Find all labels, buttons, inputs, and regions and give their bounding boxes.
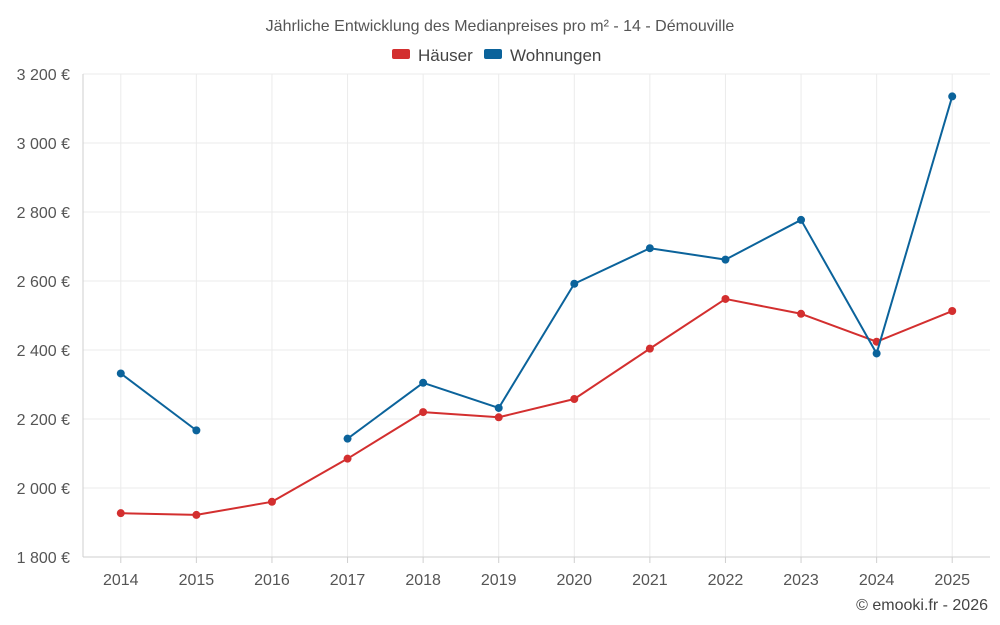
x-tick-label: 2020 <box>556 572 592 589</box>
data-point-haeuser[interactable] <box>948 307 957 316</box>
series-wohnungen <box>116 92 957 443</box>
data-point-haeuser[interactable] <box>570 394 579 403</box>
data-point-haeuser[interactable] <box>267 497 276 506</box>
data-point-wohnungen[interactable] <box>948 92 957 101</box>
legend: Häuser Wohnungen <box>392 46 601 65</box>
data-point-haeuser[interactable] <box>645 344 654 353</box>
x-tick-label: 2017 <box>330 572 366 589</box>
data-point-wohnungen[interactable] <box>419 378 428 387</box>
data-point-wohnungen[interactable] <box>494 403 503 412</box>
y-tick-label: 2 400 € <box>17 343 70 360</box>
x-tick-label: 2016 <box>254 572 290 589</box>
x-tick-label: 2025 <box>934 572 970 589</box>
data-point-wohnungen[interactable] <box>343 434 352 443</box>
legend-label-wohnungen: Wohnungen <box>510 46 601 65</box>
x-tick-label: 2023 <box>783 572 819 589</box>
grid <box>83 73 990 557</box>
x-tick-label: 2022 <box>708 572 744 589</box>
legend-swatch-haeuser <box>392 49 410 59</box>
x-tick-label: 2014 <box>103 572 139 589</box>
x-tick-label: 2021 <box>632 572 668 589</box>
y-tick-label: 2 800 € <box>17 205 70 222</box>
data-point-haeuser[interactable] <box>116 509 125 518</box>
data-point-wohnungen[interactable] <box>645 244 654 253</box>
y-tick-label: 3 000 € <box>17 136 70 153</box>
legend-label-haeuser: Häuser <box>418 46 473 65</box>
legend-swatch-wohnungen <box>484 49 502 59</box>
x-tick-label: 2018 <box>405 572 441 589</box>
series-line-haeuser <box>120 297 953 516</box>
data-point-wohnungen[interactable] <box>797 215 806 224</box>
credit-text: © emooki.fr - 2026 <box>856 597 988 614</box>
x-tick-label: 2015 <box>179 572 215 589</box>
data-point-wohnungen[interactable] <box>570 279 579 288</box>
x-tick-label: 2024 <box>859 572 895 589</box>
data-point-haeuser[interactable] <box>343 454 352 463</box>
data-point-haeuser[interactable] <box>494 413 503 422</box>
x-tick-label: 2019 <box>481 572 517 589</box>
data-point-haeuser[interactable] <box>721 294 730 303</box>
series <box>116 92 957 519</box>
y-tick-label: 2 600 € <box>17 274 70 291</box>
data-point-haeuser[interactable] <box>419 408 428 417</box>
y-tick-label: 1 800 € <box>17 550 70 567</box>
y-tick-label: 3 200 € <box>17 67 70 84</box>
data-point-wohnungen[interactable] <box>721 255 730 264</box>
y-tick-label: 2 200 € <box>17 412 70 429</box>
data-point-haeuser[interactable] <box>797 309 806 318</box>
data-point-wohnungen[interactable] <box>872 349 881 358</box>
data-point-wohnungen[interactable] <box>192 426 201 435</box>
axes: 1 800 € 2 000 € 2 200 € 2 400 € 2 600 € 2 800… <box>17 67 990 589</box>
legend-item-haeuser[interactable]: Häuser <box>392 46 473 65</box>
chart-title: Jährliche Entwicklung des Medianpreises … <box>266 18 735 35</box>
legend-item-wohnungen[interactable]: Wohnungen <box>484 46 601 65</box>
series-haeuser <box>116 294 957 519</box>
y-tick-label: 2 000 € <box>17 481 70 498</box>
data-point-haeuser[interactable] <box>192 510 201 519</box>
data-point-wohnungen[interactable] <box>116 369 125 378</box>
series-line-wohnungen <box>120 372 197 432</box>
